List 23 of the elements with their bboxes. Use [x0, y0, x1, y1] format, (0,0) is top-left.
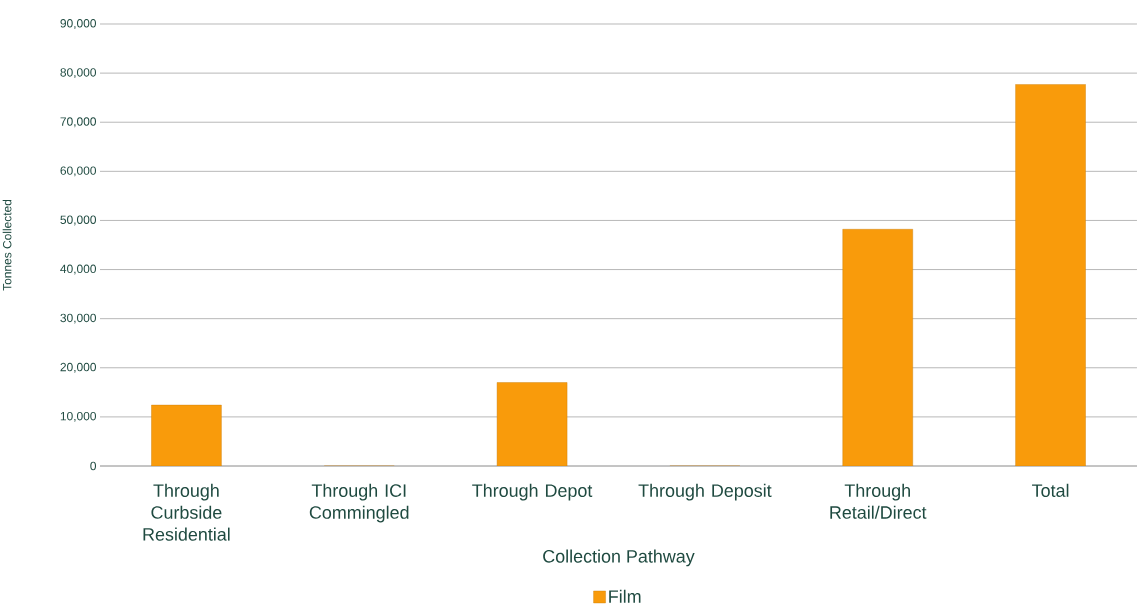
- bar: [496, 382, 568, 466]
- x-tick-label: Through Retail/Direct: [830, 483, 927, 519]
- y-tick-label: 70,000: [60, 117, 97, 128]
- y-tick-label: 0: [90, 461, 97, 471]
- legend-label: Film: [609, 589, 641, 603]
- y-tick-label: 20,000: [60, 362, 97, 373]
- x-axis-title: Collection Pathway: [543, 549, 695, 567]
- y-tick-label: 90,000: [60, 19, 97, 29]
- x-tick-label: Through ICI Commingled: [309, 483, 409, 523]
- y-tick-label: 30,000: [60, 313, 97, 324]
- bar: [842, 229, 913, 466]
- y-tick-label: 40,000: [60, 264, 97, 275]
- y-tick-label: 10,000: [60, 411, 97, 422]
- y-tick-label: 80,000: [60, 68, 97, 79]
- y-axis-title: Tonnes Collected: [2, 199, 12, 291]
- y-tick-label: 50,000: [60, 215, 97, 226]
- y-tick-label: 60,000: [60, 166, 97, 177]
- x-tick-label: Through Deposit: [638, 483, 772, 501]
- bar: [1015, 84, 1086, 466]
- x-tick-label: Through Curbside Residential: [143, 483, 230, 541]
- x-tick-label: Through Depot: [472, 483, 593, 501]
- bar: [151, 404, 222, 466]
- x-tick-label: Total: [1032, 483, 1069, 497]
